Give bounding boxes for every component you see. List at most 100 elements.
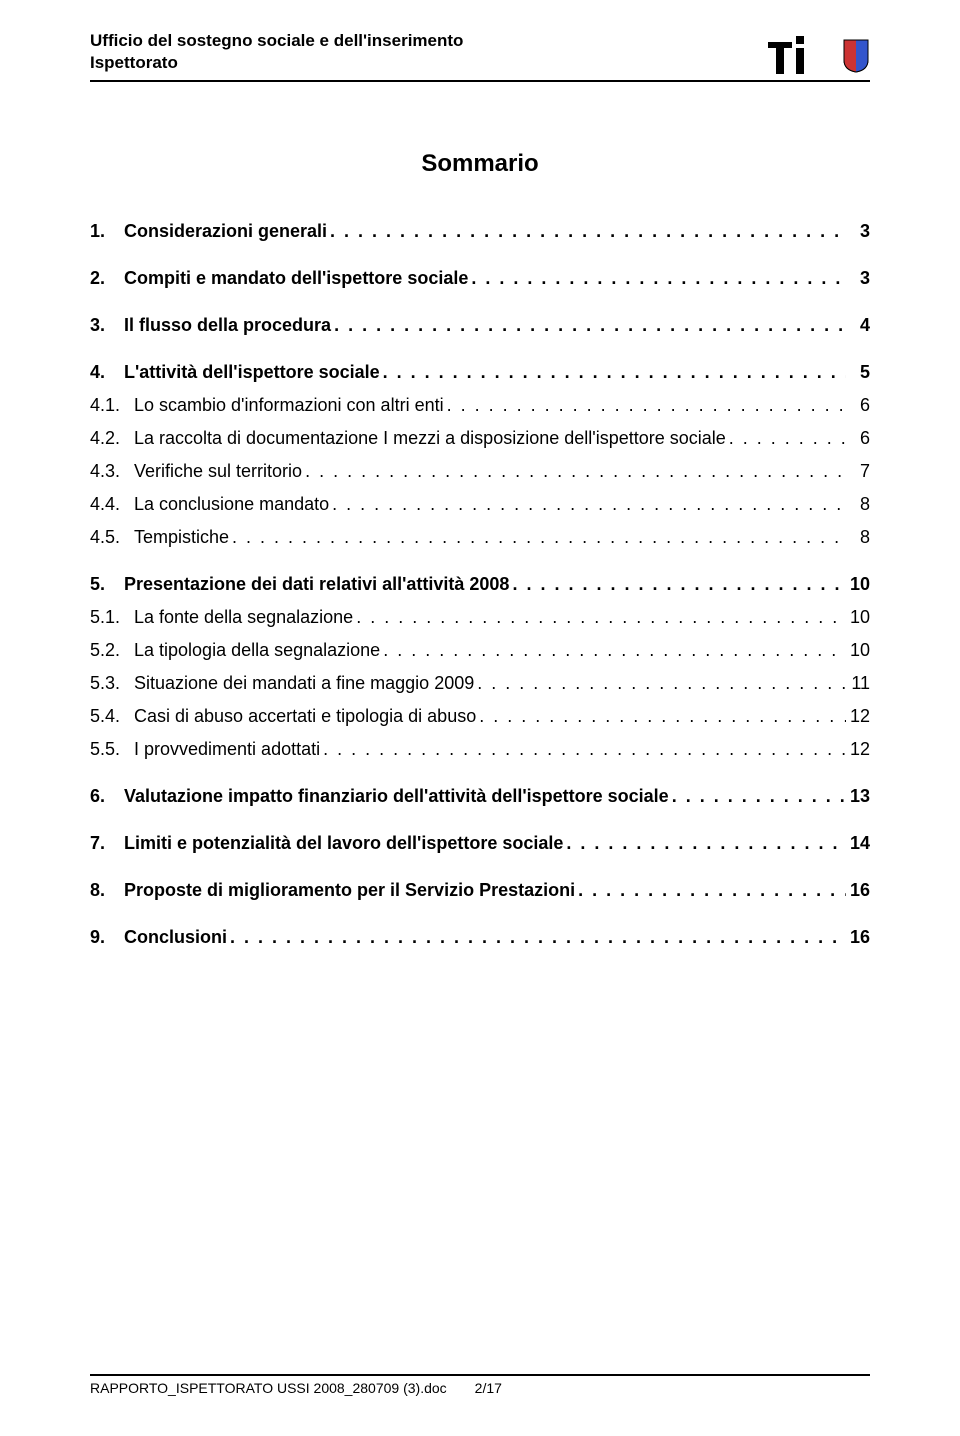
toc-page-number: 8 <box>846 524 870 551</box>
toc-page-number: 3 <box>846 218 870 245</box>
footer-filename: RAPPORTO_ISPETTORATO USSI 2008_280709 (3… <box>90 1380 447 1396</box>
toc-entry: 4.3.Verifiche sul territorio. . . . . . … <box>90 458 870 485</box>
toc-entry: 7.Limiti e potenzialità del lavoro dell'… <box>90 830 870 857</box>
toc-leader-dots: . . . . . . . . . . . . . . . . . . . . … <box>476 703 846 730</box>
toc-leader-dots: . . . . . . . . . . . . . . . . . . . . … <box>563 830 846 857</box>
toc-entry: 4.L'attività dell'ispettore sociale. . .… <box>90 359 870 386</box>
page-header: Ufficio del sostegno sociale e dell'inse… <box>90 30 870 82</box>
toc-leader-dots: . . . . . . . . . . . . . . . . . . . . … <box>726 425 846 452</box>
toc-leader-dots: . . . . . . . . . . . . . . . . . . . . … <box>380 359 846 386</box>
page: Ufficio del sostegno sociale e dell'inse… <box>0 0 960 1436</box>
toc-entry: 5.4.Casi di abuso accertati e tipologia … <box>90 703 870 730</box>
page-footer: RAPPORTO_ISPETTORATO USSI 2008_280709 (3… <box>90 1374 870 1396</box>
toc-label: Valutazione impatto finanziario dell'att… <box>124 783 669 810</box>
toc-label: La tipologia della segnalazione <box>134 637 380 664</box>
toc-number: 4.5. <box>90 524 134 551</box>
header-text: Ufficio del sostegno sociale e dell'inse… <box>90 30 463 74</box>
toc-page-number: 14 <box>846 830 870 857</box>
toc-label: L'attività dell'ispettore sociale <box>124 359 380 386</box>
toc-label: Proposte di miglioramento per il Servizi… <box>124 877 575 904</box>
toc-entry: 5.5.I provvedimenti adottati. . . . . . … <box>90 736 870 763</box>
header-line1: Ufficio del sostegno sociale e dell'inse… <box>90 30 463 52</box>
toc-label: La fonte della segnalazione <box>134 604 353 631</box>
footer-page-number: 2/17 <box>475 1380 502 1396</box>
toc-entry: 4.2.La raccolta di documentazione I mezz… <box>90 425 870 452</box>
toc-number: 4.2. <box>90 425 134 452</box>
toc-label: Lo scambio d'informazioni con altri enti <box>134 392 444 419</box>
toc-label: Tempistiche <box>134 524 229 551</box>
toc-label: Limiti e potenzialità del lavoro dell'is… <box>124 830 563 857</box>
toc-page-number: 10 <box>846 604 870 631</box>
toc-page-number: 12 <box>846 703 870 730</box>
toc-label: La raccolta di documentazione I mezzi a … <box>134 425 726 452</box>
toc-label: Considerazioni generali <box>124 218 327 245</box>
toc-number: 1. <box>90 218 124 245</box>
toc-number: 5.4. <box>90 703 134 730</box>
toc-leader-dots: . . . . . . . . . . . . . . . . . . . . … <box>229 524 846 551</box>
toc-leader-dots: . . . . . . . . . . . . . . . . . . . . … <box>327 218 846 245</box>
toc-page-number: 10 <box>846 571 870 598</box>
toc-number: 4. <box>90 359 124 386</box>
page-title: Sommario <box>90 150 870 178</box>
toc-page-number: 3 <box>846 265 870 292</box>
toc-page-number: 10 <box>846 637 870 664</box>
toc-label: Conclusioni <box>124 924 227 951</box>
ti-logo-icon <box>766 34 836 78</box>
toc-leader-dots: . . . . . . . . . . . . . . . . . . . . … <box>380 637 846 664</box>
toc-leader-dots: . . . . . . . . . . . . . . . . . . . . … <box>331 312 846 339</box>
toc-number: 5.1. <box>90 604 134 631</box>
toc-number: 3. <box>90 312 124 339</box>
toc-entry: 5.3.Situazione dei mandati a fine maggio… <box>90 670 870 697</box>
toc-leader-dots: . . . . . . . . . . . . . . . . . . . . … <box>329 491 846 518</box>
toc-number: 8. <box>90 877 124 904</box>
toc-entry: 3.Il flusso della procedura. . . . . . .… <box>90 312 870 339</box>
toc-leader-dots: . . . . . . . . . . . . . . . . . . . . … <box>227 924 846 951</box>
toc-leader-dots: . . . . . . . . . . . . . . . . . . . . … <box>320 736 846 763</box>
toc-label: I provvedimenti adottati <box>134 736 320 763</box>
toc-page-number: 4 <box>846 312 870 339</box>
toc-number: 4.4. <box>90 491 134 518</box>
toc-entry: 8.Proposte di miglioramento per il Servi… <box>90 877 870 904</box>
toc-entry: 4.4.La conclusione mandato. . . . . . . … <box>90 491 870 518</box>
toc-entry: 5.2.La tipologia della segnalazione. . .… <box>90 637 870 664</box>
toc-page-number: 8 <box>846 491 870 518</box>
toc-label: Compiti e mandato dell'ispettore sociale <box>124 265 468 292</box>
toc-page-number: 16 <box>846 877 870 904</box>
toc-page-number: 16 <box>846 924 870 951</box>
toc-leader-dots: . . . . . . . . . . . . . . . . . . . . … <box>474 670 846 697</box>
toc-number: 5.5. <box>90 736 134 763</box>
toc-entry: 5.1.La fonte della segnalazione. . . . .… <box>90 604 870 631</box>
toc-page-number: 12 <box>846 736 870 763</box>
toc-number: 2. <box>90 265 124 292</box>
toc-number: 5.3. <box>90 670 134 697</box>
toc-number: 6. <box>90 783 124 810</box>
toc-page-number: 6 <box>846 392 870 419</box>
toc-label: Presentazione dei dati relativi all'atti… <box>124 571 509 598</box>
toc-label: Il flusso della procedura <box>124 312 331 339</box>
toc-leader-dots: . . . . . . . . . . . . . . . . . . . . … <box>468 265 846 292</box>
toc-page-number: 5 <box>846 359 870 386</box>
toc-entry: 2.Compiti e mandato dell'ispettore socia… <box>90 265 870 292</box>
toc-entry: 1.Considerazioni generali. . . . . . . .… <box>90 218 870 245</box>
toc-label: Verifiche sul territorio <box>134 458 302 485</box>
toc-entry: 4.5.Tempistiche. . . . . . . . . . . . .… <box>90 524 870 551</box>
toc-number: 5.2. <box>90 637 134 664</box>
toc-label: La conclusione mandato <box>134 491 329 518</box>
toc-entry: 6.Valutazione impatto finanziario dell'a… <box>90 783 870 810</box>
toc-leader-dots: . . . . . . . . . . . . . . . . . . . . … <box>302 458 846 485</box>
toc-leader-dots: . . . . . . . . . . . . . . . . . . . . … <box>444 392 846 419</box>
toc-number: 7. <box>90 830 124 857</box>
toc-number: 5. <box>90 571 124 598</box>
toc-leader-dots: . . . . . . . . . . . . . . . . . . . . … <box>353 604 846 631</box>
toc-page-number: 7 <box>846 458 870 485</box>
toc-label: Casi di abuso accertati e tipologia di a… <box>134 703 476 730</box>
shield-icon <box>842 38 870 74</box>
toc-page-number: 13 <box>846 783 870 810</box>
toc-label: Situazione dei mandati a fine maggio 200… <box>134 670 474 697</box>
toc-page-number: 6 <box>846 425 870 452</box>
toc-number: 9. <box>90 924 124 951</box>
table-of-contents: 1.Considerazioni generali. . . . . . . .… <box>90 218 870 1374</box>
header-logo <box>766 30 870 78</box>
toc-leader-dots: . . . . . . . . . . . . . . . . . . . . … <box>575 877 846 904</box>
toc-entry: 4.1.Lo scambio d'informazioni con altri … <box>90 392 870 419</box>
